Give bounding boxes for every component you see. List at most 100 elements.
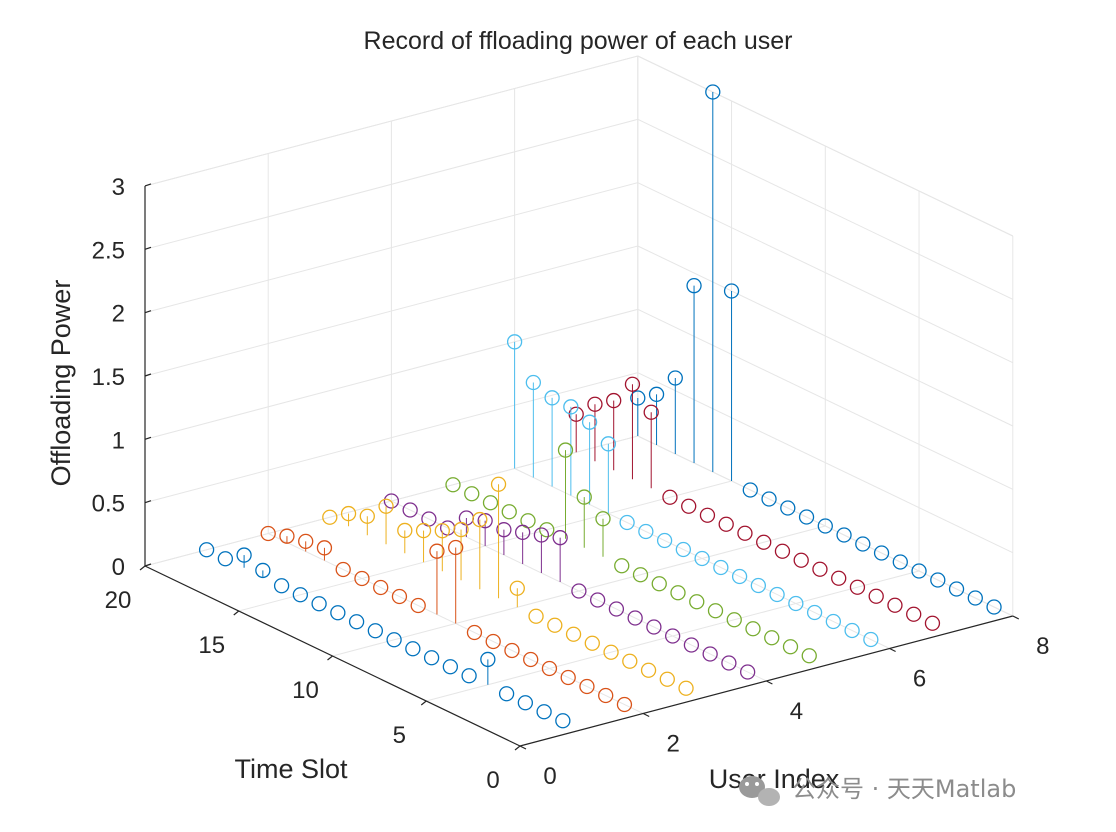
stem-marker bbox=[817, 518, 833, 534]
stem-marker bbox=[667, 370, 683, 386]
stem-marker bbox=[782, 639, 799, 655]
x-tick-label: 8 bbox=[1036, 633, 1049, 660]
stem-marker bbox=[793, 552, 809, 568]
grid-line bbox=[144, 118, 638, 250]
stem-marker bbox=[651, 576, 667, 592]
stem-marker bbox=[702, 646, 718, 662]
stem-marker bbox=[547, 617, 563, 633]
stem-marker bbox=[480, 651, 496, 668]
stem-marker bbox=[485, 633, 501, 650]
z-tick-label: 0.5 bbox=[92, 491, 125, 518]
y-tick-mark bbox=[327, 655, 333, 661]
stem-marker bbox=[600, 436, 616, 452]
stem-marker bbox=[689, 594, 705, 610]
stem-marker bbox=[472, 511, 488, 528]
grid-line bbox=[144, 182, 638, 314]
stem-marker bbox=[643, 404, 659, 420]
stem-marker bbox=[640, 662, 657, 678]
stem-marker bbox=[750, 577, 766, 594]
stem-marker bbox=[330, 605, 346, 621]
stem-marker bbox=[260, 525, 276, 542]
stem-marker bbox=[967, 590, 983, 606]
y-tick-label: 5 bbox=[393, 722, 406, 749]
stem-marker bbox=[391, 588, 408, 605]
stem-marker bbox=[606, 392, 622, 409]
stem-marker bbox=[656, 532, 673, 549]
stem-marker bbox=[619, 514, 635, 531]
stem-marker bbox=[482, 495, 499, 511]
stem-marker bbox=[648, 386, 665, 402]
stem-marker bbox=[490, 476, 507, 492]
stem-marker bbox=[335, 561, 351, 578]
stem-marker bbox=[378, 498, 394, 514]
stem-marker bbox=[311, 596, 327, 612]
stem-marker bbox=[603, 644, 619, 660]
grid-line bbox=[144, 245, 638, 377]
stem-marker bbox=[453, 521, 469, 538]
stem-marker bbox=[354, 570, 370, 587]
y-tick-label: 20 bbox=[105, 587, 132, 614]
y-tick-mark bbox=[420, 700, 427, 706]
stem-marker bbox=[523, 651, 539, 668]
stem-marker bbox=[723, 283, 740, 299]
stem-marker bbox=[445, 477, 461, 493]
stem-marker bbox=[359, 508, 375, 524]
stem-marker bbox=[466, 624, 483, 641]
stem-marker bbox=[255, 562, 271, 579]
stem-marker bbox=[590, 592, 606, 608]
stem-marker bbox=[721, 655, 737, 671]
stem-marker bbox=[539, 522, 555, 538]
stem-marker bbox=[825, 613, 841, 630]
watermark-text: 公众号 · 天天Matlab bbox=[792, 775, 1016, 803]
stem-marker bbox=[423, 650, 440, 666]
stem-marker bbox=[322, 509, 338, 525]
stem-marker bbox=[557, 442, 574, 458]
z-tick-mark bbox=[144, 436, 152, 440]
stem-marker bbox=[198, 542, 215, 558]
stem-marker bbox=[461, 668, 477, 684]
grid-line bbox=[144, 372, 638, 504]
y-tick-label: 10 bbox=[292, 677, 319, 704]
grid-line bbox=[637, 245, 1014, 427]
x-tick-mark bbox=[1012, 615, 1020, 620]
stem-marker bbox=[769, 586, 785, 603]
stem-marker bbox=[616, 696, 633, 713]
x-tick-mark bbox=[642, 712, 650, 718]
stem-marker bbox=[924, 615, 941, 631]
stem-marker bbox=[745, 621, 761, 637]
stem-marker bbox=[434, 523, 450, 539]
x-tick-label: 4 bbox=[790, 698, 803, 725]
stem-marker bbox=[587, 396, 603, 412]
y-tick-mark bbox=[233, 610, 240, 616]
y-axis-label: Time Slot bbox=[234, 754, 348, 784]
box-edge bbox=[637, 55, 1014, 237]
stem-marker bbox=[509, 580, 525, 596]
stem-marker bbox=[801, 648, 817, 664]
x-tick-label: 6 bbox=[913, 666, 926, 693]
stem-marker bbox=[595, 511, 611, 527]
stem-marker bbox=[906, 606, 922, 622]
chart-title: Record of ffloading power of each user bbox=[364, 27, 793, 55]
grid-line bbox=[332, 525, 826, 657]
stem-marker bbox=[517, 695, 533, 711]
stem-marker bbox=[397, 522, 413, 539]
stem-marker bbox=[525, 374, 541, 391]
x-tick-label: 2 bbox=[667, 731, 680, 758]
stem-marker bbox=[555, 713, 571, 729]
axes bbox=[139, 183, 1020, 751]
stem-marker bbox=[892, 554, 908, 570]
stem-marker bbox=[383, 493, 400, 509]
z-axis-label: Offloading Power bbox=[46, 280, 76, 487]
stem-marker bbox=[563, 399, 579, 415]
z-tick-mark bbox=[144, 310, 152, 314]
stem-marker bbox=[686, 278, 702, 294]
wechat-icon bbox=[739, 776, 780, 806]
stem-marker bbox=[405, 641, 421, 657]
stem-marker bbox=[273, 578, 290, 594]
stem-marker bbox=[598, 687, 614, 704]
z-tick-mark bbox=[144, 183, 152, 187]
stem-marker bbox=[849, 579, 866, 595]
grid-line bbox=[637, 182, 1014, 364]
stem-marker bbox=[504, 642, 520, 659]
